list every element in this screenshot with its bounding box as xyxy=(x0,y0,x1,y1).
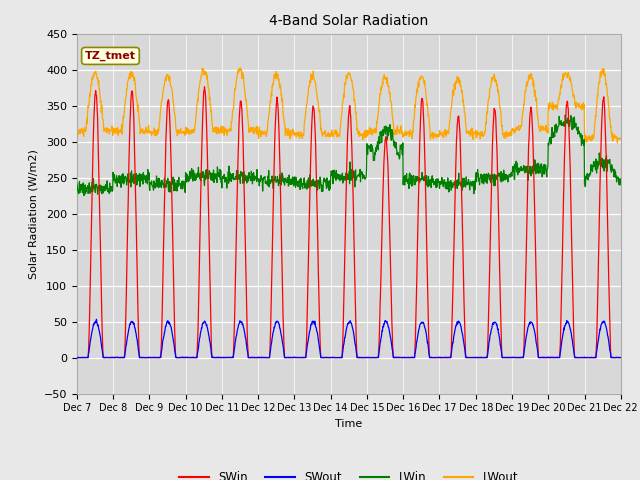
SWout xyxy=(181,355,189,360)
SWin xyxy=(505,355,513,360)
LWout xyxy=(180,131,188,136)
SWout xyxy=(552,355,560,360)
LWin xyxy=(433,182,441,188)
LWout xyxy=(616,136,624,142)
LWout xyxy=(552,102,560,108)
Legend: SWin, SWout, LWin, LWout: SWin, SWout, LWin, LWout xyxy=(174,466,524,480)
LWout xyxy=(614,140,621,145)
Line: SWin: SWin xyxy=(77,87,620,358)
LWin xyxy=(552,121,560,127)
SWin xyxy=(553,355,561,360)
LWout xyxy=(194,96,202,102)
SWout xyxy=(433,355,441,360)
SWout xyxy=(504,355,512,360)
Text: TZ_tmet: TZ_tmet xyxy=(85,51,136,61)
LWout xyxy=(433,132,441,138)
SWout xyxy=(73,355,81,360)
X-axis label: Time: Time xyxy=(335,419,362,429)
SWin xyxy=(201,84,209,90)
SWout xyxy=(616,355,624,360)
SWout xyxy=(255,354,263,360)
SWout xyxy=(194,347,202,353)
LWin xyxy=(561,112,569,118)
LWin xyxy=(255,176,263,181)
LWout xyxy=(255,133,263,139)
LWout xyxy=(73,127,81,132)
SWout xyxy=(93,316,100,322)
LWin xyxy=(194,171,202,177)
LWout xyxy=(504,133,512,139)
SWin xyxy=(73,355,81,360)
Line: SWout: SWout xyxy=(77,319,620,358)
LWin xyxy=(504,176,512,181)
Line: LWout: LWout xyxy=(77,68,620,143)
SWin xyxy=(194,325,202,331)
Y-axis label: Solar Radiation (W/m2): Solar Radiation (W/m2) xyxy=(28,149,38,278)
SWin xyxy=(255,355,263,360)
Line: LWin: LWin xyxy=(77,115,620,195)
SWin xyxy=(74,355,81,360)
LWin xyxy=(73,180,81,186)
LWout xyxy=(237,65,244,71)
LWin xyxy=(80,192,88,198)
Title: 4-Band Solar Radiation: 4-Band Solar Radiation xyxy=(269,14,428,28)
SWin xyxy=(181,355,189,360)
LWin xyxy=(616,176,624,182)
LWin xyxy=(181,187,189,193)
SWin xyxy=(434,355,442,360)
SWin xyxy=(616,355,624,360)
